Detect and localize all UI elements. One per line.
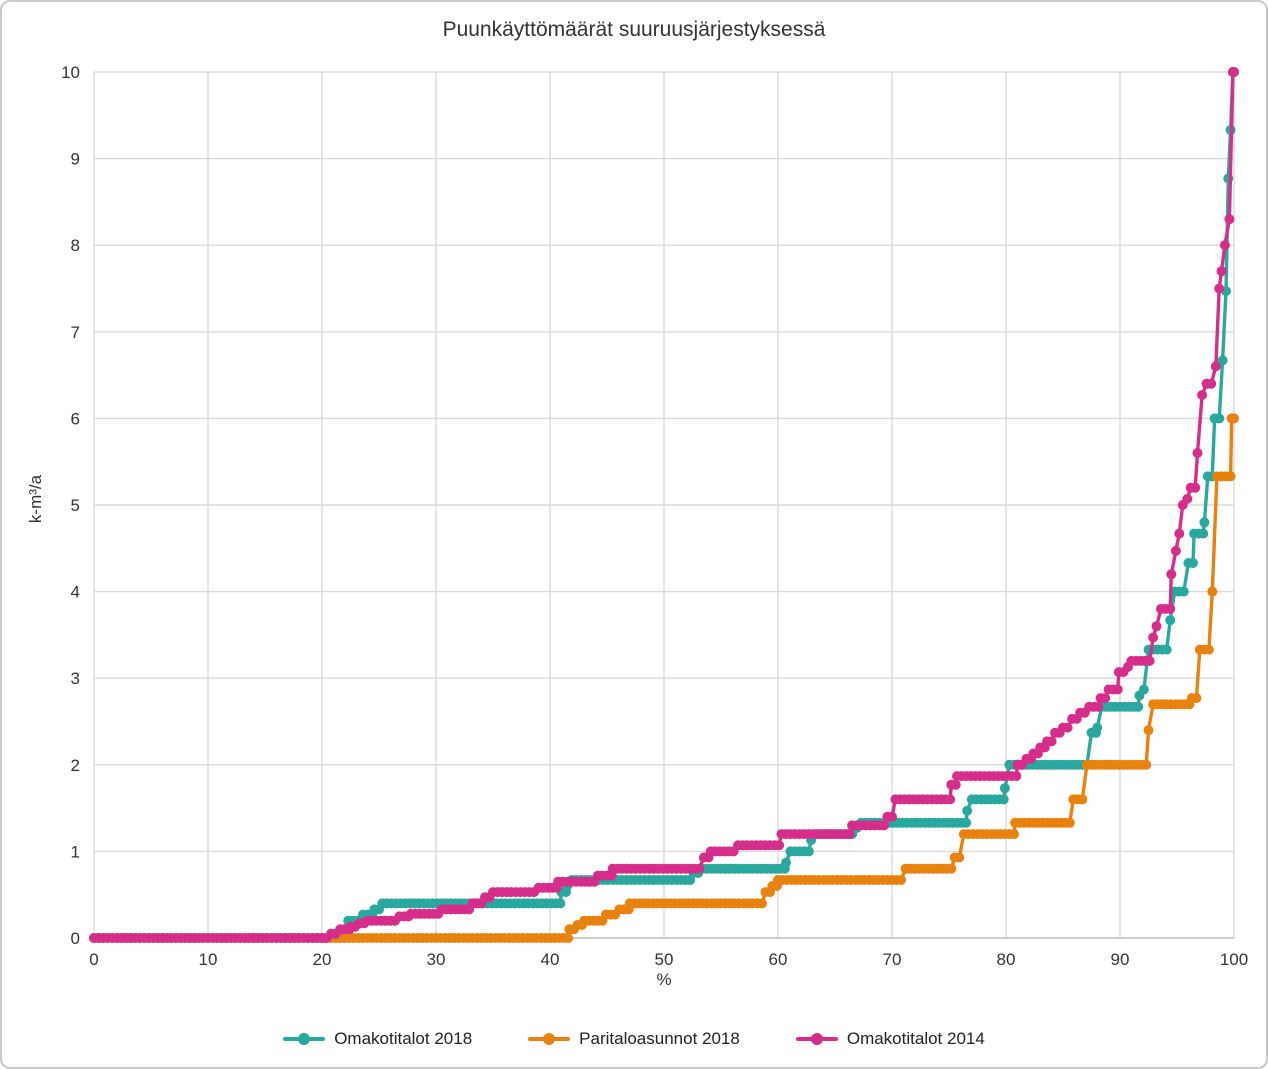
svg-text:20: 20 [313,950,332,969]
chart-title: Puunkäyttömäärät suuruusjärjestyksessä [442,18,826,41]
svg-text:90: 90 [1111,950,1130,969]
legend-item-paritaloasunnot-2018: Paritaloasunnot 2018 [528,1029,740,1049]
svg-text:3: 3 [71,669,80,688]
svg-text:5: 5 [71,496,80,515]
x-axis-label: % [656,970,672,989]
gridlines [93,71,1235,939]
svg-text:1: 1 [71,842,80,861]
svg-text:50: 50 [655,950,674,969]
svg-text:0: 0 [71,929,80,948]
legend-label: Omakotitalot 2014 [846,1029,985,1048]
svg-text:40: 40 [541,950,560,969]
svg-text:2: 2 [71,756,80,775]
svg-text:60: 60 [769,950,788,969]
legend-marker-line-dot-icon [283,1032,326,1046]
y-axis-label: k-m³/a [26,474,45,524]
svg-text:9: 9 [71,150,80,169]
svg-text:6: 6 [71,409,80,428]
svg-text:70: 70 [883,950,902,969]
svg-text:4: 4 [71,583,80,602]
svg-text:30: 30 [427,950,446,969]
svg-text:100: 100 [1220,950,1248,969]
legend-marker-line-dot-icon [528,1032,571,1046]
legend-label: Paritaloasunnot 2018 [579,1029,740,1048]
svg-text:8: 8 [71,236,80,255]
svg-text:80: 80 [997,950,1016,969]
legend-marker-line-dot-icon [795,1032,838,1046]
svg-text:7: 7 [71,323,80,342]
svg-text:0: 0 [89,950,98,969]
legend: Omakotitalot 2018 Paritaloasunnot 2018 O… [2,1029,1266,1049]
legend-item-omakotitalot-2018: Omakotitalot 2018 [283,1029,472,1049]
svg-text:10: 10 [199,950,218,969]
series-omakotitalot-2014 [89,67,1239,943]
legend-item-omakotitalot-2014: Omakotitalot 2014 [795,1029,985,1049]
svg-text:10: 10 [61,63,80,82]
legend-label: Omakotitalot 2018 [334,1029,473,1048]
